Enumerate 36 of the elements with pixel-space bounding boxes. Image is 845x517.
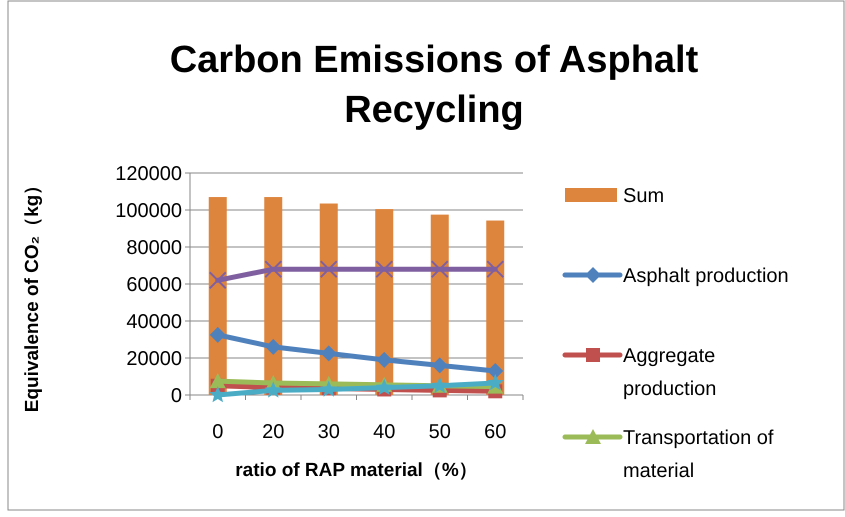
point [210, 373, 226, 388]
legend-label: Aggregate production [623, 345, 716, 400]
point [320, 345, 337, 362]
point [486, 260, 504, 278]
point [376, 378, 393, 395]
point [265, 338, 282, 355]
y-tick-label: 60000 [126, 274, 182, 296]
point [430, 260, 449, 278]
point [486, 374, 504, 390]
x-tick-label: 20 [262, 421, 284, 443]
y-tick-label: 40000 [126, 311, 182, 333]
y-tick-label: 20000 [126, 348, 182, 370]
y-tick-label: 120000 [115, 163, 182, 185]
point [487, 362, 504, 379]
legend-label: Asphalt production [623, 265, 789, 287]
point [208, 271, 227, 290]
x-axis-title: ratio of RAP material（%） [235, 460, 478, 481]
x-tick-label: 30 [318, 421, 340, 443]
point [432, 357, 448, 374]
point [320, 260, 338, 278]
point [210, 326, 226, 343]
point [375, 260, 394, 278]
x-tick-label: 50 [428, 421, 451, 443]
point [264, 260, 282, 278]
x-tick-label: 60 [484, 421, 506, 443]
point [264, 381, 282, 398]
y-axis-title: Equivalence of CO₂（kg） [22, 176, 43, 412]
y-tick-label: 0 [170, 385, 182, 407]
chart-title: Carbon Emissions of Asphalt Recycling [170, 39, 699, 131]
legend-label: Sum [623, 185, 664, 207]
point [376, 352, 392, 368]
legend-label: Transportation of material [623, 427, 774, 482]
y-tick-label: 100000 [115, 200, 182, 222]
x-tick-label: 40 [373, 421, 396, 443]
x-tick-label: 0 [212, 421, 224, 443]
y-tick-label: 80000 [126, 237, 182, 259]
